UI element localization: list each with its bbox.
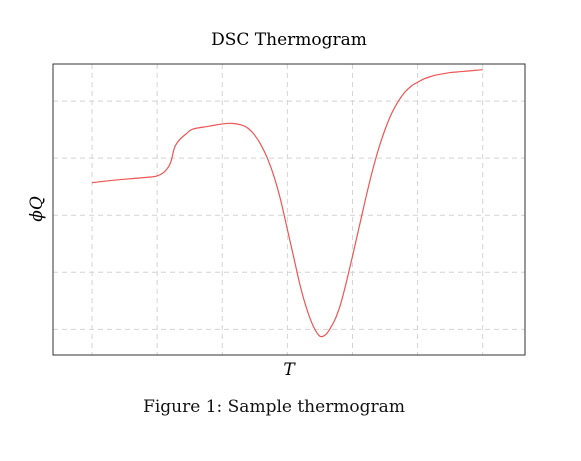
x-axis-label: T: [283, 360, 296, 380]
series-layer: [91, 69, 483, 338]
plot-area-frame: [52, 63, 526, 356]
grid-lines: [53, 64, 525, 355]
thermogram-line-1: [91, 69, 483, 338]
chart-title: DSC Thermogram: [211, 30, 367, 50]
figure-caption: Figure 1: Sample thermogram: [143, 397, 405, 417]
y-axis-label: ϕQ: [27, 196, 47, 222]
